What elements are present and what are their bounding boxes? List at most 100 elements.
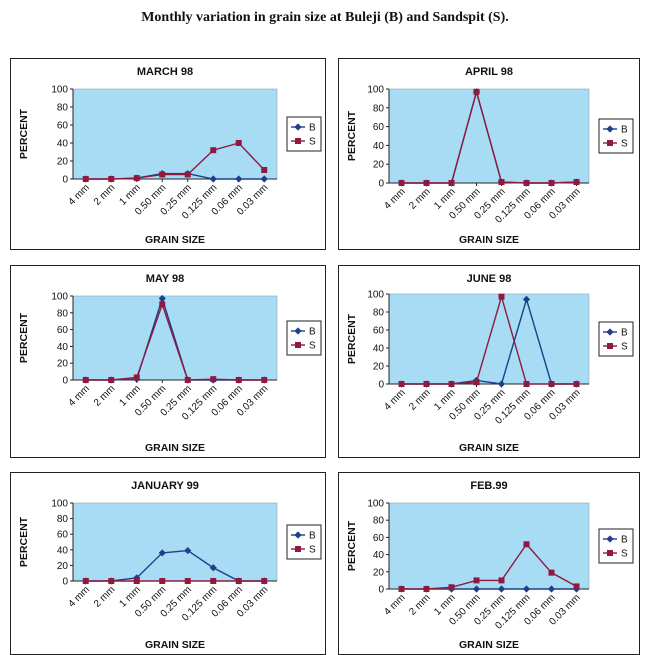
y-tick-label: 60 bbox=[57, 325, 69, 336]
x-tick-label: 2 mm bbox=[407, 186, 432, 211]
data-point-S bbox=[184, 171, 191, 178]
data-point-S bbox=[523, 180, 530, 186]
data-point-S bbox=[548, 180, 555, 186]
y-tick-label: 80 bbox=[57, 514, 69, 525]
plot-area bbox=[72, 502, 278, 582]
data-point-S bbox=[108, 176, 115, 182]
data-point-S bbox=[523, 381, 530, 387]
data-point-S bbox=[473, 577, 480, 584]
legend-box bbox=[598, 321, 634, 357]
x-tick-label: 4 mm bbox=[382, 387, 407, 412]
data-point-S bbox=[573, 179, 580, 186]
data-point-S bbox=[448, 381, 455, 387]
legend-label-S: S bbox=[309, 137, 316, 148]
data-point-S bbox=[159, 301, 166, 308]
y-tick-label: 20 bbox=[57, 157, 69, 168]
chart-panel-june-98: JUNE 98 0 20 40 60 80 100 4 mm 2 mm 1 mm 0.50 mm 0.… bbox=[338, 265, 640, 458]
y-tick-label: 80 bbox=[373, 516, 385, 527]
legend-box bbox=[286, 524, 322, 560]
legend-label-B: B bbox=[309, 123, 316, 134]
legend-marker-B bbox=[606, 125, 614, 133]
y-tick-label: 40 bbox=[57, 342, 69, 353]
data-point-S bbox=[523, 541, 530, 548]
data-point-S bbox=[398, 180, 405, 186]
chart-title: MAY 98 bbox=[146, 273, 185, 285]
data-point-S bbox=[184, 578, 191, 584]
y-tick-label: 0 bbox=[378, 179, 384, 190]
series-S bbox=[398, 88, 580, 186]
legend-box bbox=[598, 118, 634, 154]
data-point-S bbox=[423, 586, 430, 592]
chart-title: APRIL 98 bbox=[465, 66, 513, 78]
page-title: Monthly variation in grain size at Bulej… bbox=[141, 10, 509, 25]
data-point-S bbox=[498, 293, 505, 300]
series-line-S bbox=[85, 142, 265, 180]
legend-marker-S bbox=[607, 550, 613, 556]
data-point-S bbox=[423, 381, 430, 387]
y-tick-label: 0 bbox=[378, 380, 384, 391]
legend-label-B: B bbox=[621, 328, 628, 339]
data-point-S bbox=[573, 381, 580, 387]
y-axis-label: PERCENT bbox=[18, 108, 30, 159]
series-line-S bbox=[401, 294, 577, 385]
plot-area bbox=[72, 88, 278, 180]
data-point-S bbox=[548, 569, 555, 576]
legend-label-S: S bbox=[621, 139, 628, 150]
legend-marker-B bbox=[294, 327, 302, 335]
legend-label-S: S bbox=[309, 341, 316, 352]
data-point-B bbox=[209, 564, 217, 572]
y-axis-label: PERCENT bbox=[346, 313, 358, 364]
legend: BS bbox=[286, 524, 322, 560]
y-tick-label: 100 bbox=[367, 85, 384, 96]
data-point-S bbox=[108, 377, 115, 383]
x-axis-label: GRAIN SIZE bbox=[145, 442, 205, 454]
data-point-S bbox=[498, 577, 505, 584]
data-point-S bbox=[448, 584, 455, 591]
series-S bbox=[82, 301, 268, 383]
y-tick-label: 40 bbox=[373, 141, 385, 152]
data-point-S bbox=[82, 578, 89, 584]
y-tick-label: 60 bbox=[57, 121, 69, 132]
legend-marker-S bbox=[607, 343, 613, 349]
x-tick-label: 2 mm bbox=[92, 383, 117, 408]
x-tick-label: 4 mm bbox=[382, 186, 407, 211]
x-tick-label: 2 mm bbox=[407, 592, 432, 617]
data-point-S bbox=[210, 376, 217, 383]
legend-label-S: S bbox=[621, 549, 628, 560]
y-tick-label: 100 bbox=[51, 85, 68, 96]
chart-title: JANUARY 99 bbox=[131, 480, 199, 492]
y-tick-label: 100 bbox=[367, 499, 384, 510]
y-tick-label: 60 bbox=[373, 122, 385, 133]
data-point-S bbox=[261, 377, 268, 383]
y-tick-label: 20 bbox=[57, 561, 69, 572]
y-tick-label: 100 bbox=[51, 292, 68, 303]
y-axis-label: PERCENT bbox=[346, 110, 358, 161]
series-line-S bbox=[401, 543, 577, 590]
chart-title: FEB.99 bbox=[470, 480, 507, 492]
legend-marker-B bbox=[606, 535, 614, 543]
y-tick-label: 60 bbox=[57, 530, 69, 541]
x-axis-label: GRAIN SIZE bbox=[145, 234, 205, 246]
x-tick-label: 4 mm bbox=[382, 592, 407, 617]
y-tick-label: 60 bbox=[373, 326, 385, 337]
series-line-S bbox=[401, 89, 577, 184]
y-tick-label: 40 bbox=[373, 550, 385, 561]
y-tick-label: 20 bbox=[57, 359, 69, 370]
x-tick-label: 2 mm bbox=[92, 584, 117, 609]
y-tick-label: 20 bbox=[373, 567, 385, 578]
data-point-S bbox=[548, 381, 555, 387]
y-axis-label: PERCENT bbox=[346, 520, 358, 571]
y-tick-label: 100 bbox=[367, 290, 384, 301]
legend-box bbox=[598, 528, 634, 564]
y-axis-label: PERCENT bbox=[18, 516, 30, 567]
series-line-S bbox=[85, 302, 265, 381]
data-point-B bbox=[497, 585, 506, 593]
y-axis-label: PERCENT bbox=[18, 312, 30, 363]
legend: BS bbox=[286, 320, 322, 356]
y-tick-label: 80 bbox=[373, 103, 385, 114]
x-tick-label: 4 mm bbox=[66, 182, 91, 207]
y-tick-label: 80 bbox=[57, 308, 69, 319]
y-tick-label: 80 bbox=[57, 103, 69, 114]
